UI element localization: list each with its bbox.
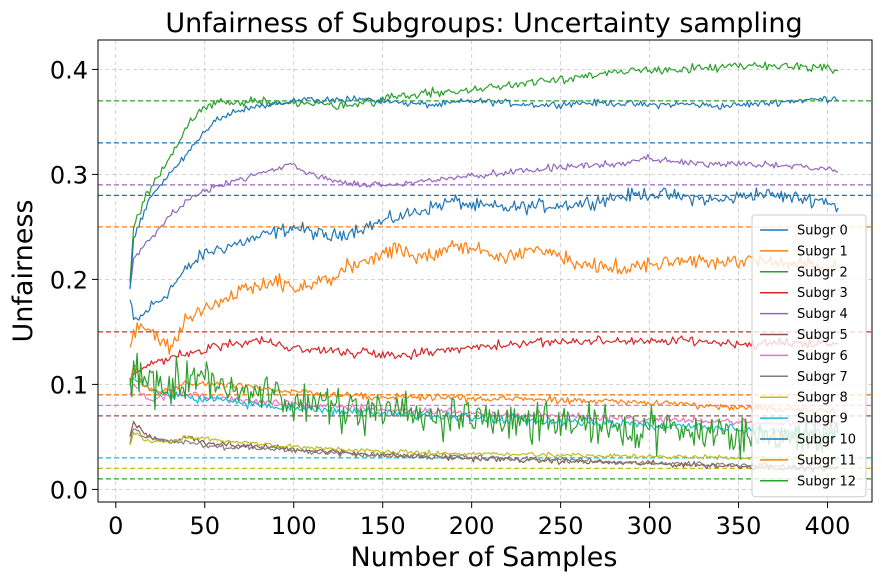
y-axis-ticks: 0.0 0.1 0.2 0.3 0.4 xyxy=(50,56,98,504)
series-line-8 xyxy=(129,431,839,461)
y-axis-label: Unfairness xyxy=(8,200,39,343)
y-tick-label: 0.2 xyxy=(50,266,88,294)
series-line-2 xyxy=(129,61,839,283)
legend-label-8: Subgr 8 xyxy=(797,391,848,406)
y-tick-label: 0.3 xyxy=(50,161,88,189)
x-tick-label: 100 xyxy=(271,512,317,540)
x-tick-label: 300 xyxy=(627,512,673,540)
y-tick-label: 0.1 xyxy=(50,371,88,399)
x-tick-label: 350 xyxy=(716,512,762,540)
x-axis-label: Number of Samples xyxy=(351,542,618,573)
y-tick-label: 0.0 xyxy=(50,476,88,504)
x-tick-label: 400 xyxy=(805,512,851,540)
legend-label-6: Subgr 6 xyxy=(797,349,848,364)
series-line-10 xyxy=(129,95,839,290)
chart-title: Unfairness of Subgroups: Uncertainty sam… xyxy=(165,8,802,39)
series-line-4 xyxy=(129,153,839,289)
legend-label-9: Subgr 9 xyxy=(797,412,848,427)
legend-label-12: Subgr 12 xyxy=(797,474,856,489)
x-tick-label: 250 xyxy=(538,512,584,540)
legend-label-2: Subgr 2 xyxy=(797,265,848,280)
legend: Subgr 0 Subgr 1 Subgr 2 Subgr 3 Subgr 4 Subgr… xyxy=(751,214,867,498)
series-line-11 xyxy=(129,364,839,414)
legend-label-5: Subgr 5 xyxy=(797,328,848,343)
legend-label-1: Subgr 1 xyxy=(797,244,848,259)
series-line-0 xyxy=(129,187,839,321)
legend-box xyxy=(751,214,867,498)
x-tick-label: 150 xyxy=(360,512,406,540)
legend-label-4: Subgr 4 xyxy=(797,307,848,322)
legend-label-11: Subgr 11 xyxy=(797,453,856,468)
legend-label-3: Subgr 3 xyxy=(797,286,848,301)
series-line-1 xyxy=(129,240,839,355)
series-line-12 xyxy=(129,352,839,459)
y-tick-label: 0.4 xyxy=(50,56,88,84)
legend-label-10: Subgr 10 xyxy=(797,433,856,448)
x-tick-label: 0 xyxy=(108,512,123,540)
threshold-lines xyxy=(98,100,872,480)
legend-label-7: Subgr 7 xyxy=(797,370,848,385)
series-line-3 xyxy=(129,335,839,385)
series-lines xyxy=(129,61,839,473)
series-line-7 xyxy=(129,428,839,471)
plot-frame xyxy=(97,39,873,503)
x-axis-ticks: 0 50 100 150 200 250 300 350 400 xyxy=(108,502,850,540)
legend-label-0: Subgr 0 xyxy=(797,224,848,239)
x-tick-label: 200 xyxy=(449,512,495,540)
x-tick-label: 50 xyxy=(189,512,220,540)
